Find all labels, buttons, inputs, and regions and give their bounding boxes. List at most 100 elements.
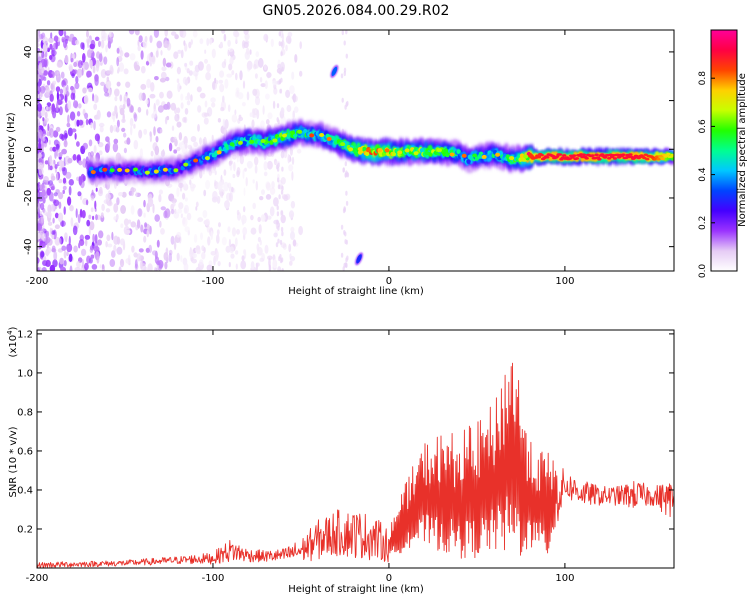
- spectrogram-noise-point: [246, 91, 250, 101]
- spectrogram-noise-point: [105, 241, 108, 248]
- spectrogram-noise-point: [95, 187, 98, 192]
- snr-y-tick-label: 1.2: [17, 329, 33, 340]
- spectrogram-noise-point: [69, 111, 76, 121]
- spectrogram-noise-point: [79, 234, 85, 242]
- spectrogram-noise-point: [204, 49, 207, 54]
- spectrogram-streak-point: [280, 51, 283, 57]
- spectrogram-noise-point: [250, 214, 254, 221]
- spectrogram-hotspot: [340, 142, 346, 147]
- spectrogram-noise-point: [55, 40, 58, 50]
- spectrogram-noise-point: [63, 39, 67, 49]
- spectrogram-noise-point: [117, 69, 120, 74]
- spectrogram-noise-point: [101, 203, 105, 211]
- spectrogram-noise-point: [179, 30, 184, 38]
- spectrogram-noise-point: [70, 217, 74, 227]
- spectrogram-noise-point: [195, 206, 198, 211]
- spectrogram-noise-point: [233, 161, 236, 172]
- spectrogram-noise-point: [188, 41, 192, 49]
- spectrogram-ridge-point: [545, 155, 550, 159]
- spectrogram-noise-point: [85, 238, 88, 247]
- spectrogram-ridge-point: [456, 149, 461, 155]
- spectrogram-noise-point: [76, 141, 80, 147]
- spectrogram-noise-point: [54, 149, 57, 159]
- spectrogram-noise-point: [130, 105, 134, 113]
- spectrogram-hotspot: [404, 148, 410, 153]
- spectrogram-noise-point: [218, 222, 221, 228]
- spectrogram-noise-point: [85, 156, 89, 165]
- spectrogram-ridge-point: [660, 157, 665, 161]
- spectrogram-noise-point: [143, 128, 148, 135]
- spectrogram-noise-point: [45, 86, 50, 96]
- spectrogram-noise-point: [292, 239, 297, 247]
- spectrogram-noise-point: [195, 266, 201, 271]
- spectrogram-noise-point: [176, 187, 180, 198]
- spectrogram-noise-point: [261, 253, 265, 262]
- spectrogram-noise-point: [55, 143, 60, 150]
- snr-scale-factor: (x104): [6, 326, 19, 357]
- spectrogram-noise-point: [170, 102, 177, 111]
- spectrogram-noise-point: [209, 38, 213, 45]
- spectrogram-noise-point: [236, 167, 241, 176]
- spectrogram-ridge-point: [628, 153, 633, 156]
- spectrogram-noise-point: [240, 260, 247, 270]
- spectrogram-noise-point: [88, 226, 91, 236]
- spectrogram-noise-point: [189, 248, 194, 258]
- spectrogram-noise-point: [165, 76, 170, 82]
- spectrogram-noise-point: [61, 167, 66, 172]
- spectrogram-noise-point: [152, 108, 158, 118]
- spectrogram-noise-point: [287, 31, 293, 38]
- spectrogram-x-tick-label: 100: [555, 276, 574, 287]
- spectrogram-hotspot: [377, 148, 383, 153]
- spectrogram-ridge-point: [242, 140, 247, 146]
- spectrogram-noise-point: [221, 30, 226, 34]
- spectrogram-noise-point: [133, 113, 138, 122]
- spectrogram-hotspot: [357, 147, 363, 151]
- spectrogram-noise-point: [61, 80, 66, 88]
- spectrogram-noise-point: [261, 189, 265, 195]
- spectrogram-noise-point: [37, 223, 43, 232]
- spectrogram-hotspot: [424, 151, 430, 156]
- spectrogram-noise-point: [206, 63, 212, 73]
- spectrogram-noise-point: [213, 255, 216, 266]
- spectrogram-noise-point: [90, 151, 94, 158]
- spectrogram-noise-point: [71, 128, 77, 133]
- spectrogram-streak-point: [277, 238, 280, 244]
- spectrogram-noise-point: [49, 43, 53, 50]
- spectrogram-noise-point: [201, 112, 208, 118]
- spectrogram-noise-point: [131, 245, 135, 253]
- spectrogram-noise-point: [288, 164, 294, 172]
- spectrogram-noise-point: [299, 70, 303, 77]
- spectrogram-noise-point: [48, 37, 54, 43]
- spectrogram-noise-point: [68, 65, 73, 72]
- spectrogram-noise-point: [82, 142, 89, 150]
- spectrogram-noise-point: [230, 253, 235, 259]
- spectrogram-noise-point: [40, 251, 45, 258]
- spectrogram-hotspot: [384, 148, 390, 153]
- spectrogram-noise-point: [223, 33, 227, 42]
- spectrogram-noise-point: [154, 266, 157, 271]
- spectrogram-noise-point: [173, 51, 179, 59]
- spectrogram-noise-point: [272, 259, 278, 269]
- spectrogram-noise-point: [40, 202, 45, 211]
- spectrogram-noise-point: [138, 92, 144, 101]
- spectrogram-noise-point: [134, 259, 138, 269]
- spectrogram-noise-point: [58, 152, 63, 157]
- spectrogram-noise-point: [42, 36, 49, 45]
- spectrogram-noise-point: [58, 192, 64, 200]
- spectrogram-noise-point: [263, 33, 269, 42]
- spectrogram-noise-point: [138, 129, 143, 139]
- spectrogram-y-label: Frequency (Hz): [6, 112, 17, 188]
- spectrogram-noise-point: [190, 39, 193, 45]
- spectrogram-noise-point: [118, 266, 122, 271]
- colorbar-tick-label: 0.6: [698, 119, 708, 134]
- spectrogram-noise-point: [100, 39, 105, 49]
- spectrogram-noise-point: [77, 191, 82, 197]
- spectrogram-noise-point: [186, 100, 191, 106]
- colorbar-tick-label: 0.0: [698, 264, 708, 279]
- spectrogram-streak-point: [275, 242, 279, 248]
- spectrogram-noise-point: [60, 71, 65, 79]
- spectrogram-noise-point: [50, 49, 57, 57]
- spectrogram-hotspot: [461, 153, 467, 158]
- spectrogram-ridge-point: [519, 153, 525, 159]
- spectrogram-noise-point: [201, 251, 206, 260]
